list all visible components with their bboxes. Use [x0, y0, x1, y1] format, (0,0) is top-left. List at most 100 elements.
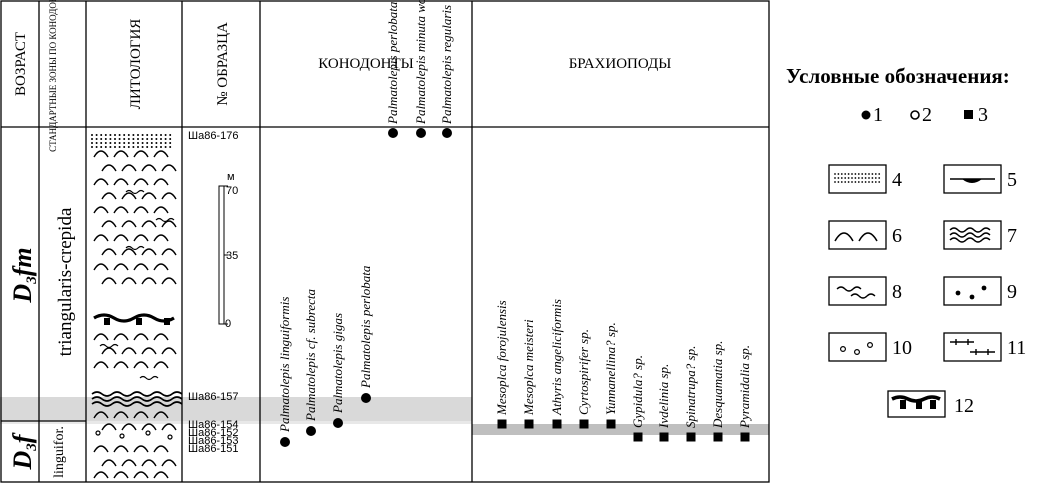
- litho-wave: [125, 245, 145, 251]
- litho-wave: [99, 343, 119, 349]
- litho-arc: [113, 206, 129, 214]
- taxon-marker-square: [713, 432, 723, 442]
- litho-arc: [153, 445, 169, 453]
- litho-arc: [93, 234, 109, 242]
- litho-dot: [169, 138, 172, 140]
- litho-dot: [104, 138, 107, 140]
- litho-arc: [161, 248, 177, 256]
- litho-wave: [125, 189, 145, 195]
- litho-arc: [153, 333, 169, 341]
- taxon-label: Ivdelinia sp.: [656, 364, 671, 429]
- litho-dot: [104, 142, 107, 144]
- stage-lower: D3f: [8, 432, 40, 470]
- table-frame: [0, 0, 770, 483]
- litho-dot: [104, 134, 107, 136]
- taxon-marker-square: [686, 432, 696, 442]
- taxon-label: Mesoplca forojulensis: [494, 300, 509, 416]
- litho-dot: [146, 142, 149, 144]
- litho-arc: [153, 178, 169, 186]
- litho-dot: [155, 138, 158, 140]
- legend-number: 4: [892, 169, 902, 191]
- litho-arc: [113, 178, 129, 186]
- conodont-taxa: Palmatolepis linguiformis Palmatolepis cf…: [277, 0, 454, 447]
- litho-arc: [141, 423, 157, 431]
- litho-dot: [150, 138, 153, 140]
- litho-dot: [160, 146, 162, 148]
- litho-dot: [150, 134, 153, 136]
- litho-wave: [139, 375, 159, 381]
- legend-swatch: [828, 220, 887, 250]
- litho-arc: [161, 220, 177, 228]
- litho-dot: [137, 138, 139, 140]
- legend-number: 2: [922, 104, 932, 126]
- taxon-marker-dot: [442, 128, 452, 138]
- litho-circle: [145, 430, 151, 436]
- litho-dot: [109, 146, 112, 148]
- sample-labels: Ша86-176 Ша86-157 Ша86-154 Ша86-152 Ша86…: [188, 130, 238, 455]
- litho-dot: [132, 142, 135, 144]
- header-sample-no: № ОБРАЗЦА: [215, 22, 231, 106]
- litho-dot: [132, 138, 135, 140]
- litho-dot: [146, 146, 149, 148]
- litho-dot: [137, 142, 139, 144]
- taxon-label: Palmatolepis cf. subrecta: [303, 288, 318, 422]
- litho-dot: [127, 134, 130, 136]
- sample-label: Ша86-154: [188, 419, 238, 431]
- taxon-marker-dot: [306, 426, 316, 436]
- litho-arc: [141, 347, 157, 355]
- litho-dot: [146, 134, 149, 136]
- litho-arc: [153, 206, 169, 214]
- taxon-label: Palmatolepis regularis: [439, 5, 454, 125]
- taxon-label: Palmatolepis linguiformis: [277, 297, 292, 433]
- litho-dot: [91, 142, 93, 144]
- litho-dot: [91, 138, 93, 140]
- brachiopod-taxa: Mesoplca forojulensis Mesoplca meisteri At…: [494, 299, 752, 442]
- litho-arc: [161, 164, 177, 172]
- litho-arc: [133, 361, 149, 369]
- header-brachiopods: БРАХИОПОДЫ: [569, 56, 672, 72]
- litho-arc: [161, 423, 177, 431]
- litho-arc: [133, 445, 149, 453]
- taxon-marker-dot: [388, 128, 398, 138]
- litho-dot: [100, 138, 103, 140]
- litho-dot: [164, 138, 167, 140]
- litho-dot: [169, 146, 172, 148]
- litho-dot: [160, 134, 162, 136]
- legend-number: 3: [978, 104, 988, 126]
- litho-dot: [95, 142, 98, 144]
- legend-number: 7: [1007, 225, 1017, 247]
- litho-arc: [113, 150, 129, 158]
- litho-dot: [114, 134, 116, 136]
- litho-arc: [113, 263, 129, 271]
- litho-arc: [93, 445, 109, 453]
- litho-arc: [93, 411, 109, 419]
- taxon-marker-dot: [361, 393, 371, 403]
- legend-number: 1: [873, 104, 883, 126]
- litho-dot: [164, 142, 167, 144]
- legend-swatch: [943, 332, 1002, 362]
- litho-dot: [169, 142, 172, 144]
- litho-arc: [121, 220, 137, 228]
- litho-hardground: [93, 313, 175, 323]
- litho-dot: [100, 146, 103, 148]
- legend-number: 6: [892, 225, 902, 247]
- litho-dot: [104, 146, 107, 148]
- litho-dot: [123, 138, 126, 140]
- litho-dot: [141, 138, 144, 140]
- litho-arc: [121, 248, 137, 256]
- litho-arc: [113, 361, 129, 369]
- litho-arc: [153, 234, 169, 242]
- scale-tick: 70: [226, 185, 238, 197]
- litho-arc: [93, 263, 109, 271]
- taxon-marker-dot: [280, 437, 290, 447]
- litho-dot: [127, 142, 130, 144]
- sample-label: Ша86-176: [188, 130, 238, 142]
- litho-arc: [153, 411, 169, 419]
- litho-dot: [155, 134, 158, 136]
- litho-arc: [101, 277, 117, 285]
- litho-dot: [169, 134, 172, 136]
- taxon-label: Palmatolepis perlobata cf. shindewolfi: [385, 0, 400, 125]
- litho-dot: [118, 134, 121, 136]
